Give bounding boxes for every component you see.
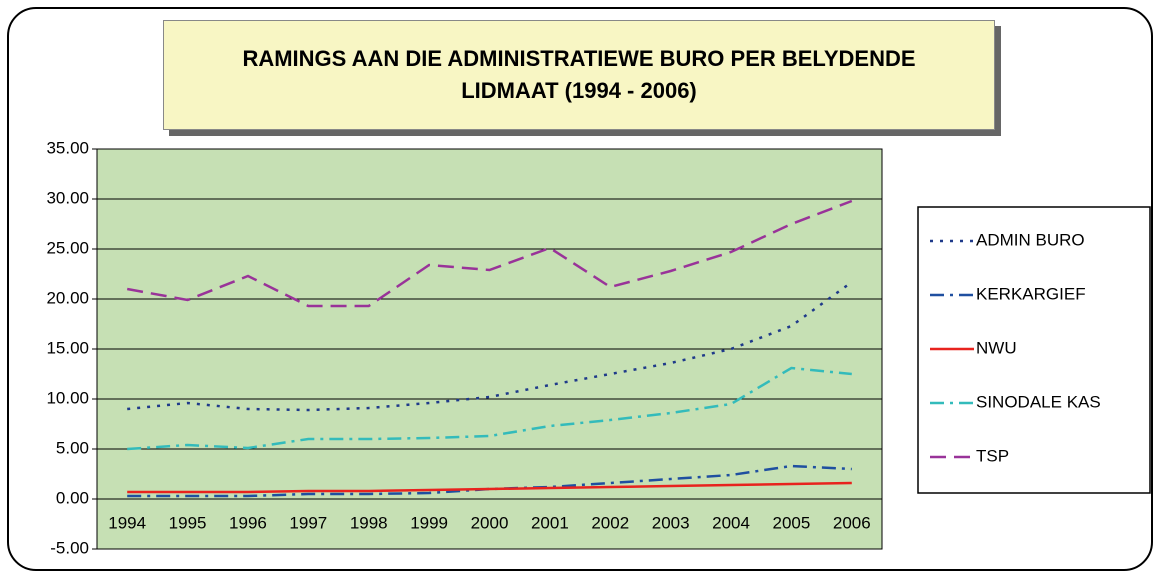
- x-tick-label: 1995: [169, 513, 207, 532]
- series-line: [127, 366, 852, 451]
- x-tick-label: 1999: [410, 513, 448, 532]
- x-tick-label: 1998: [350, 513, 388, 532]
- y-tick-label: 35.00: [46, 138, 89, 157]
- x-tick-label: 1996: [229, 513, 267, 532]
- x-tick-label: 2005: [773, 513, 811, 532]
- y-tick-label: 10.00: [46, 388, 89, 407]
- series-line: [127, 280, 853, 412]
- x-tick-label: 2002: [591, 513, 629, 532]
- legend-label: TSP: [976, 446, 1009, 465]
- series-line: [127, 481, 852, 494]
- x-tick-label: 2006: [833, 513, 871, 532]
- x-tick-label: 1997: [289, 513, 327, 532]
- legend-label: SINODALE KAS: [976, 392, 1101, 411]
- y-tick-label: 15.00: [46, 338, 89, 357]
- x-tick-label: 2004: [712, 513, 750, 532]
- y-tick-label: 25.00: [46, 238, 89, 257]
- chart-title: RAMINGS AAN DIE ADMINISTRATIEWE BURO PER…: [163, 20, 995, 130]
- x-tick-label: 2003: [652, 513, 690, 532]
- series-line: [127, 464, 852, 498]
- legend-label: KERKARGIEF: [976, 284, 1086, 303]
- x-tick-label: 2001: [531, 513, 569, 532]
- legend-label: ADMIN BURO: [976, 230, 1085, 249]
- legend-label: NWU: [976, 338, 1017, 357]
- y-tick-label: -5.00: [50, 538, 89, 557]
- x-tick-label: 2000: [471, 513, 509, 532]
- y-tick-label: 5.00: [56, 438, 89, 457]
- y-tick-label: 20.00: [46, 288, 89, 307]
- y-tick-label: 30.00: [46, 188, 89, 207]
- y-tick-label: 0.00: [56, 488, 89, 507]
- series-line: [126, 199, 853, 308]
- x-tick-label: 1994: [108, 513, 146, 532]
